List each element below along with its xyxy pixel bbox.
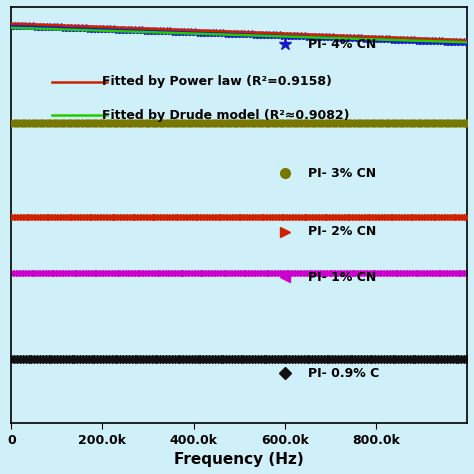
Text: PI- 4% CN: PI- 4% CN	[308, 38, 376, 51]
Text: Fitted by Power law (R²=0.9158): Fitted by Power law (R²=0.9158)	[102, 75, 332, 88]
Text: Fitted by Drude model (R²≈0.9082): Fitted by Drude model (R²≈0.9082)	[102, 109, 350, 122]
Text: PI- 1% CN: PI- 1% CN	[308, 271, 376, 284]
Text: PI- 0.9% C: PI- 0.9% C	[308, 367, 379, 380]
Text: PI- 2% CN: PI- 2% CN	[308, 225, 376, 238]
X-axis label: Frequency (Hz): Frequency (Hz)	[174, 452, 304, 467]
Text: PI- 3% CN: PI- 3% CN	[308, 167, 376, 180]
